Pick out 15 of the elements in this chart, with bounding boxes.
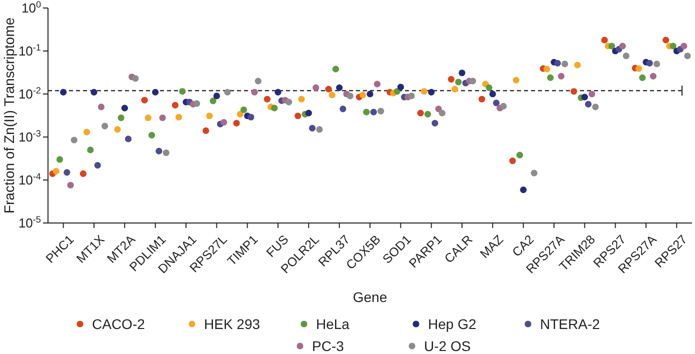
legend-label: PC-3 — [312, 338, 344, 354]
legend-label: HEK 293 — [204, 316, 260, 332]
y-tick-label: 10$^{-5}$ — [18, 214, 41, 231]
x-axis-title: Gene — [352, 289, 388, 305]
legend-label: Hep G2 — [428, 316, 476, 332]
y-tick-label: 10$^{-1}$ — [18, 42, 41, 59]
y-tick-label: 10$^{-4}$ — [18, 172, 41, 188]
legend-label: NTERA-2 — [540, 316, 600, 332]
y-tick-label: 10$^{-3}$ — [18, 128, 41, 145]
legend-label: CACO-2 — [92, 316, 146, 332]
legend-label: U-2 OS — [424, 338, 471, 354]
y-tick-label: 10$^{0}$ — [21, 0, 41, 16]
legend-label: HeLa — [316, 316, 350, 332]
y-tick-label: 10$^{-2}$ — [18, 86, 41, 102]
y-axis-title: Fraction of Zn(II) Transcriptome — [1, 17, 17, 214]
